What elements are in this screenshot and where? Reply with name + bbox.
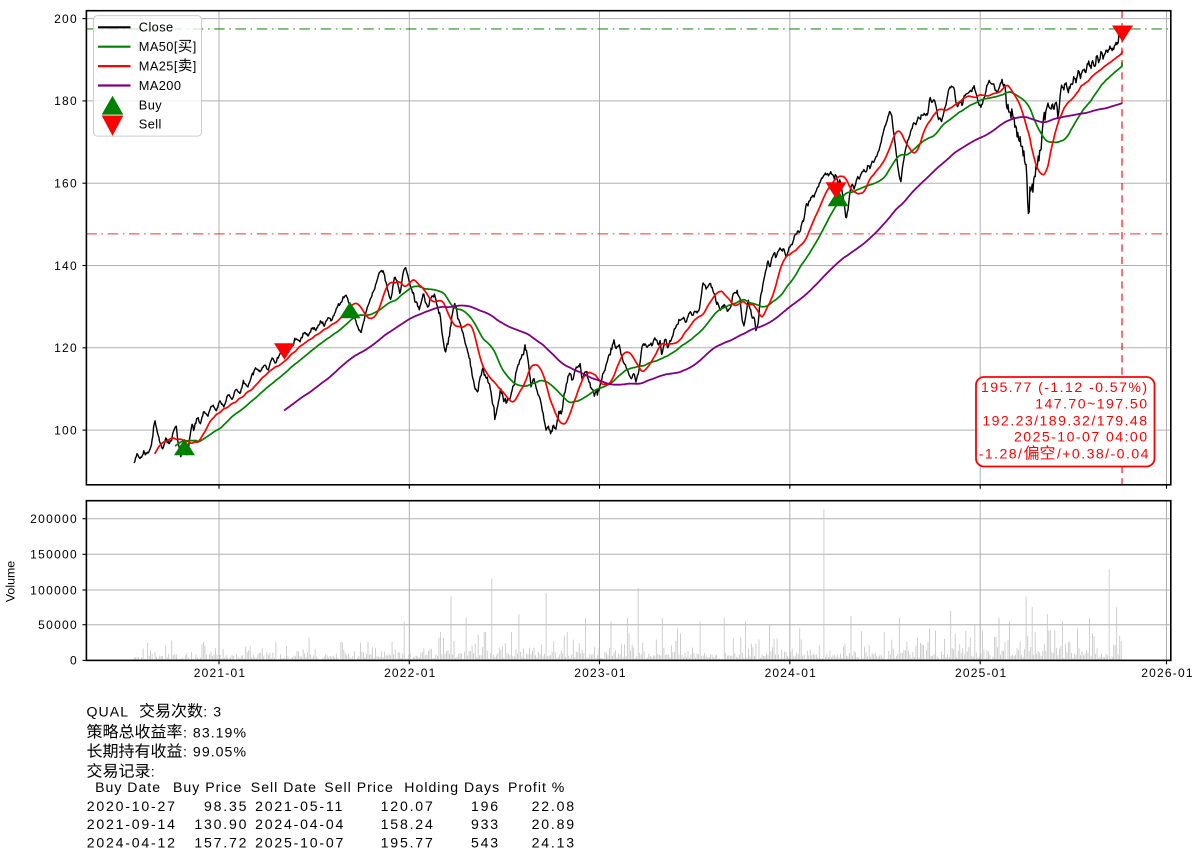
svg-text:Profit %: Profit %: [508, 779, 565, 795]
svg-text:22.08: 22.08: [532, 798, 576, 814]
svg-text:120: 120: [54, 341, 78, 355]
svg-text:160: 160: [54, 177, 78, 191]
svg-text:157.72: 157.72: [194, 835, 248, 851]
svg-text:MA25[: MA25[: [139, 59, 178, 74]
svg-text:-1.28/: -1.28/: [979, 446, 1024, 462]
svg-text:2021-01: 2021-01: [194, 666, 246, 680]
svg-text:Buy: Buy: [139, 97, 162, 112]
svg-text:100: 100: [54, 423, 78, 437]
svg-text:2024-01: 2024-01: [765, 666, 817, 680]
svg-text:Volume: Volume: [4, 561, 18, 602]
svg-text:180: 180: [54, 94, 78, 108]
svg-text:Holding Days: Holding Days: [404, 779, 500, 795]
svg-text:2024-04-12: 2024-04-12: [87, 835, 177, 851]
svg-text:20.89: 20.89: [532, 816, 576, 832]
svg-text:Buy Date: Buy Date: [95, 779, 161, 795]
svg-text:2025-10-07: 2025-10-07: [255, 835, 345, 851]
svg-text:195.77: 195.77: [381, 835, 435, 851]
svg-text:MA50[: MA50[: [139, 39, 178, 54]
svg-text:2024-04-04: 2024-04-04: [255, 816, 345, 832]
svg-text:50000: 50000: [38, 618, 78, 632]
svg-text:Buy Price: Buy Price: [173, 779, 242, 795]
svg-text:]: ]: [193, 39, 197, 54]
svg-text:Sell Price: Sell Price: [324, 779, 394, 795]
svg-text:Sell: Sell: [139, 117, 162, 132]
svg-text:2025-01: 2025-01: [955, 666, 1007, 680]
svg-text:2026-01: 2026-01: [1141, 666, 1193, 680]
svg-text:120.07: 120.07: [381, 798, 435, 814]
svg-text:/+0.38/-0.04: /+0.38/-0.04: [1057, 446, 1150, 462]
svg-text:2021-05-11: 2021-05-11: [255, 798, 344, 814]
svg-text:130.90: 130.90: [194, 816, 248, 832]
svg-text:192.23/189.32/179.48: 192.23/189.32/179.48: [982, 412, 1148, 428]
svg-text:2025-10-07 04:00: 2025-10-07 04:00: [1014, 429, 1148, 445]
svg-text:24.13: 24.13: [532, 835, 576, 851]
svg-text:543: 543: [471, 835, 500, 851]
svg-text:933: 933: [471, 816, 500, 832]
svg-text:: 3: : 3: [203, 704, 222, 720]
svg-text:147.70~197.50: 147.70~197.50: [1035, 395, 1148, 411]
svg-text:MA200: MA200: [139, 78, 182, 93]
svg-text:150000: 150000: [30, 548, 78, 562]
svg-text:200000: 200000: [30, 512, 78, 526]
svg-text:2020-10-27: 2020-10-27: [87, 798, 177, 814]
svg-text:140: 140: [54, 259, 78, 273]
svg-text:: 83.19%: : 83.19%: [183, 724, 247, 740]
svg-text:98.35: 98.35: [204, 798, 248, 814]
svg-text:2023-01: 2023-01: [574, 666, 626, 680]
svg-text:2021-09-14: 2021-09-14: [87, 816, 177, 832]
svg-text:196: 196: [471, 798, 500, 814]
svg-text:Close: Close: [139, 20, 174, 35]
svg-text:200: 200: [54, 12, 78, 26]
svg-text:]: ]: [193, 59, 197, 74]
svg-text:100000: 100000: [30, 583, 78, 597]
svg-text::: :: [151, 764, 155, 780]
svg-text:Sell Date: Sell Date: [251, 779, 317, 795]
svg-text:: 99.05%: : 99.05%: [183, 744, 247, 760]
svg-text:158.24: 158.24: [381, 816, 435, 832]
svg-text:QUAL: QUAL: [87, 704, 130, 720]
svg-text:0: 0: [70, 654, 78, 668]
svg-text:2022-01: 2022-01: [384, 666, 436, 680]
svg-text:195.77 (-1.12 -0.57%): 195.77 (-1.12 -0.57%): [981, 379, 1149, 395]
